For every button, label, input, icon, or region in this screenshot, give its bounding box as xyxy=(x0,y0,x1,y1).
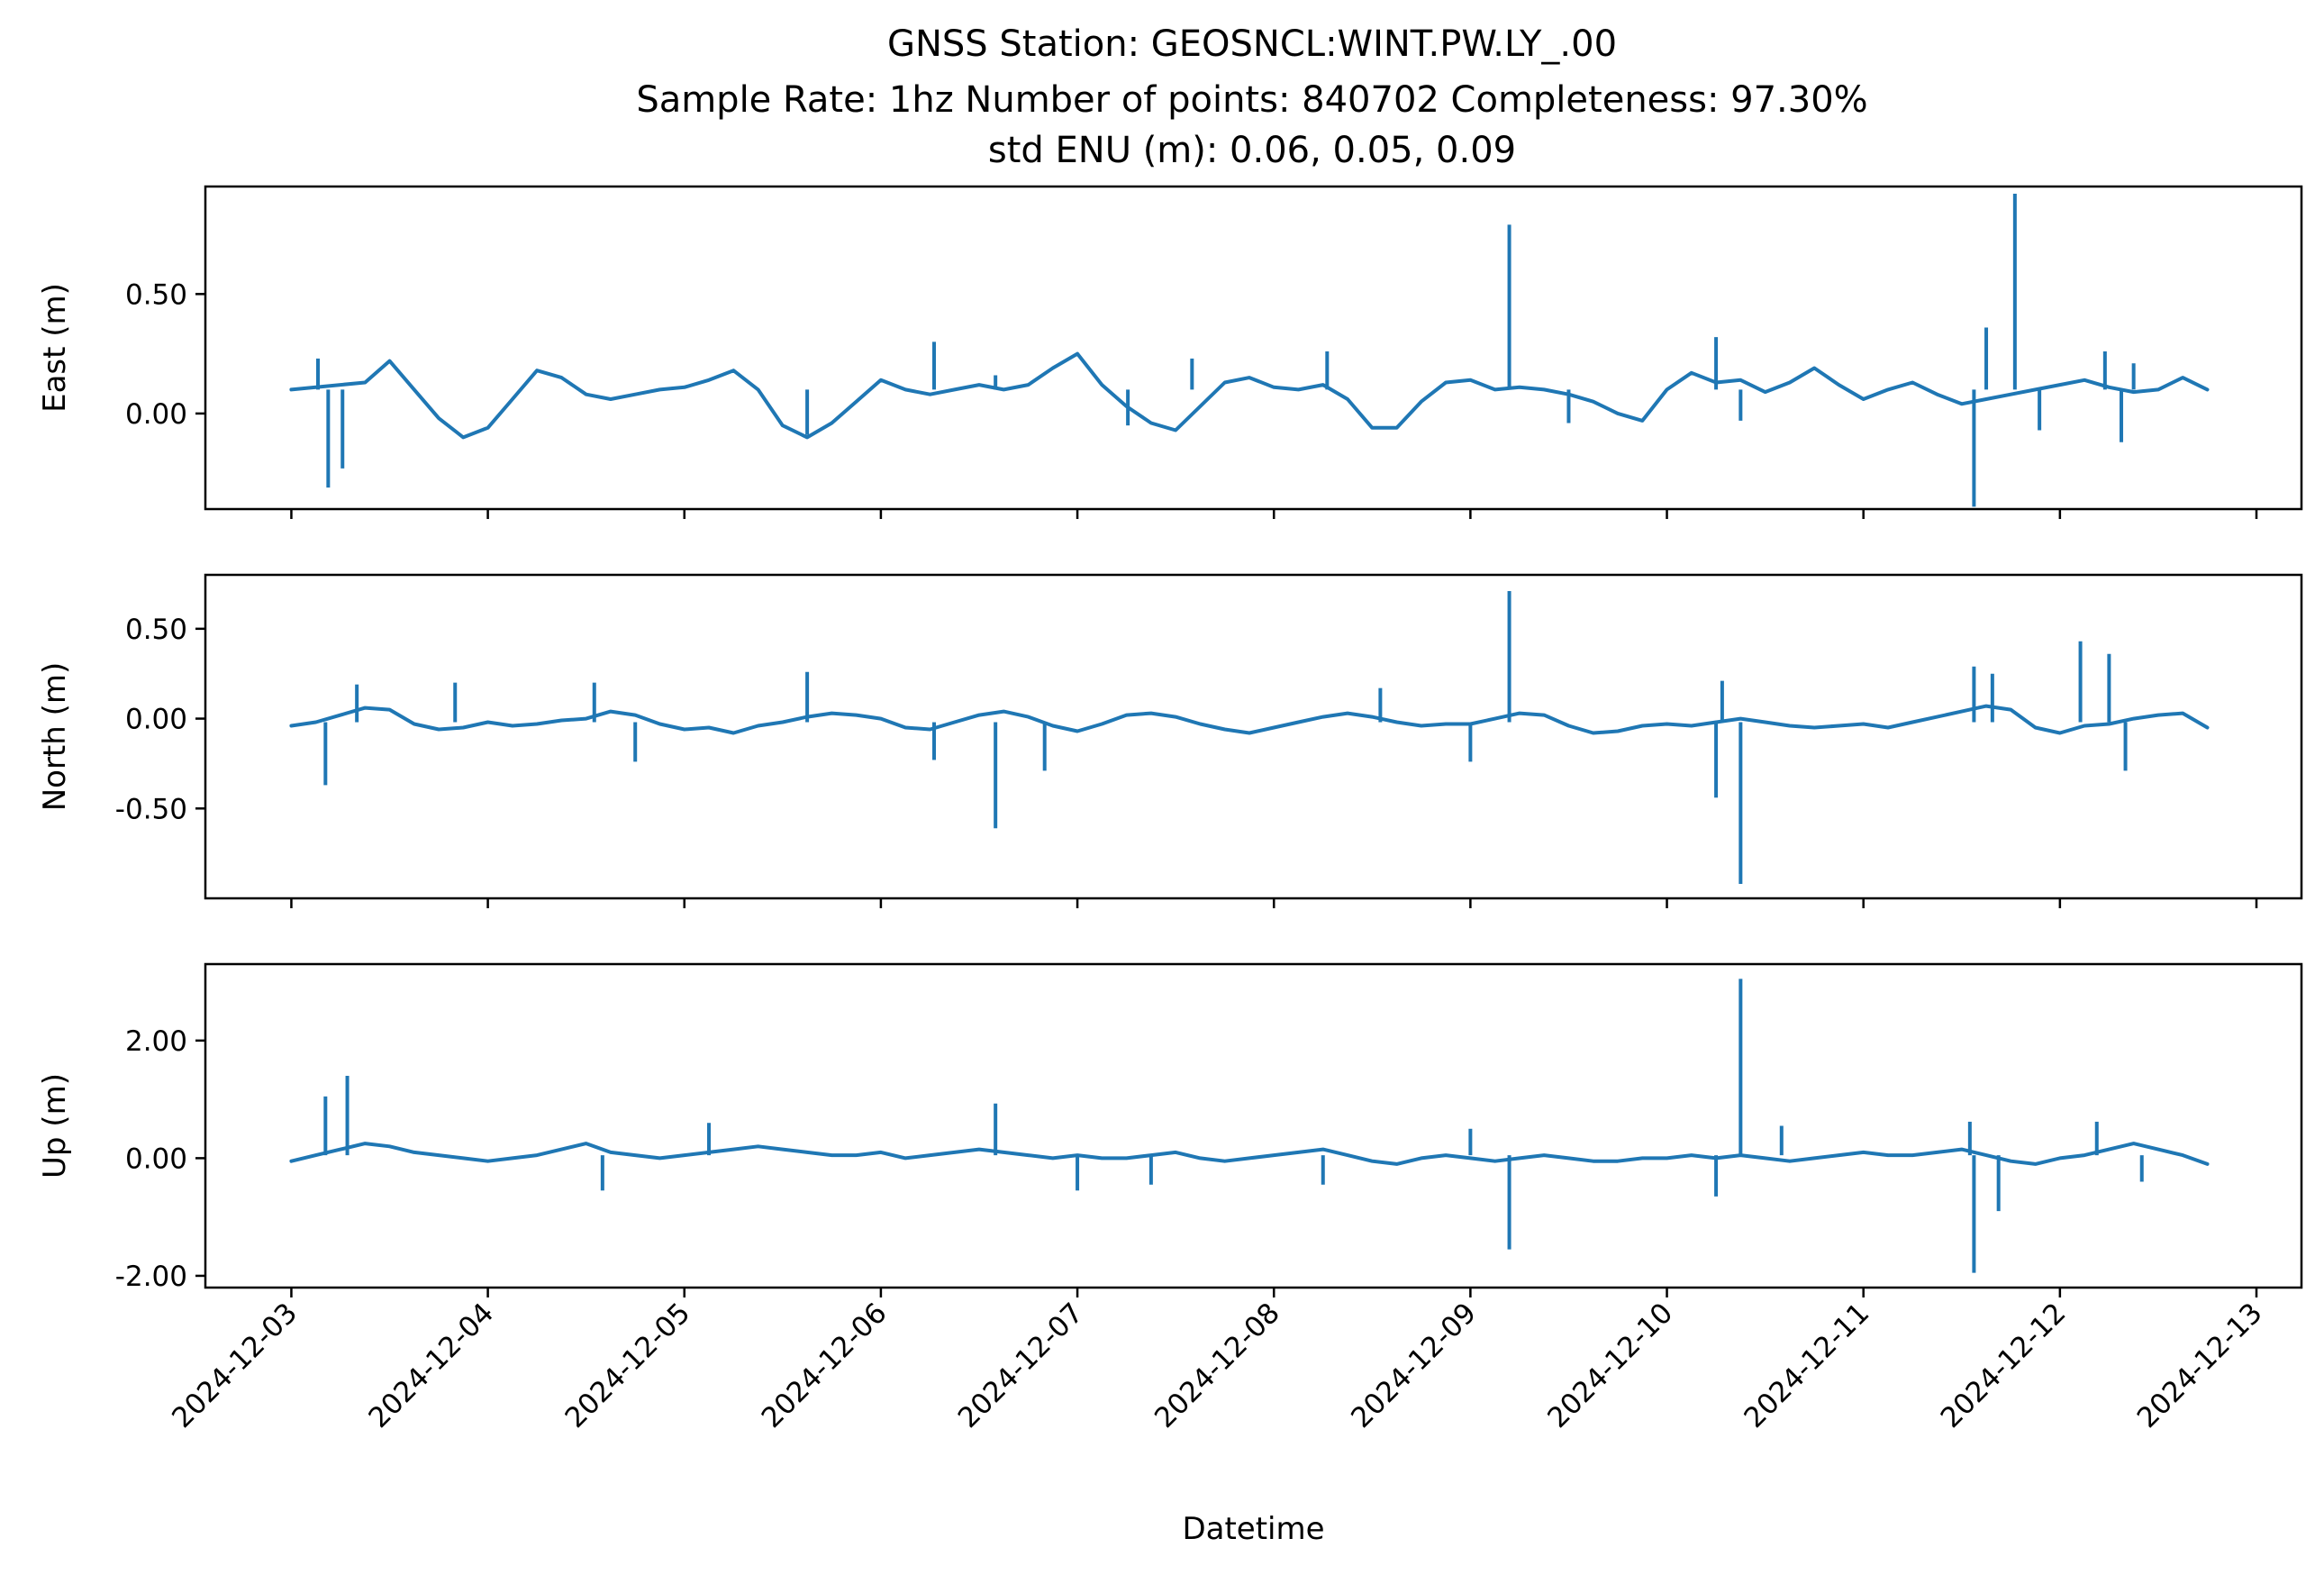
axes-frame xyxy=(204,185,2303,511)
y-tick-label: 2.00 xyxy=(125,1025,187,1058)
series-line xyxy=(289,704,2210,735)
y-tick-label: -0.50 xyxy=(115,793,187,825)
x-axis-label: Datetime xyxy=(1182,1511,1324,1547)
chart-title-line-3: std ENU (m): 0.06, 0.05, 0.09 xyxy=(988,130,1516,171)
y-tick-label: 0.00 xyxy=(125,398,187,431)
north-subplot: -0.50 0.00 0.50 North (m) xyxy=(37,573,2303,908)
y-tick-label: -2.00 xyxy=(115,1261,187,1293)
y-tick-label: 0.50 xyxy=(125,278,187,311)
y-tick-label: 0.00 xyxy=(125,1143,187,1175)
y-tick-label: 0.00 xyxy=(125,704,187,736)
series-line xyxy=(289,351,2210,440)
chart-title-line-1: GNSS Station: GEOSNCL:WINT.PW.LY_.00 xyxy=(887,23,1617,65)
chart-title-line-2: Sample Rate: 1hz Number of points: 84070… xyxy=(636,79,1867,121)
y-tick-label: 0.50 xyxy=(125,614,187,646)
y-axis-label: Up (m) xyxy=(37,1073,73,1179)
east-subplot: 0.00 0.50 East (m) xyxy=(37,185,2303,519)
series-line xyxy=(289,1142,2210,1166)
y-axis-label: East (m) xyxy=(37,283,73,413)
axes-frame xyxy=(204,573,2303,900)
y-axis-label: North (m) xyxy=(37,662,73,812)
axes-frame xyxy=(204,962,2303,1289)
